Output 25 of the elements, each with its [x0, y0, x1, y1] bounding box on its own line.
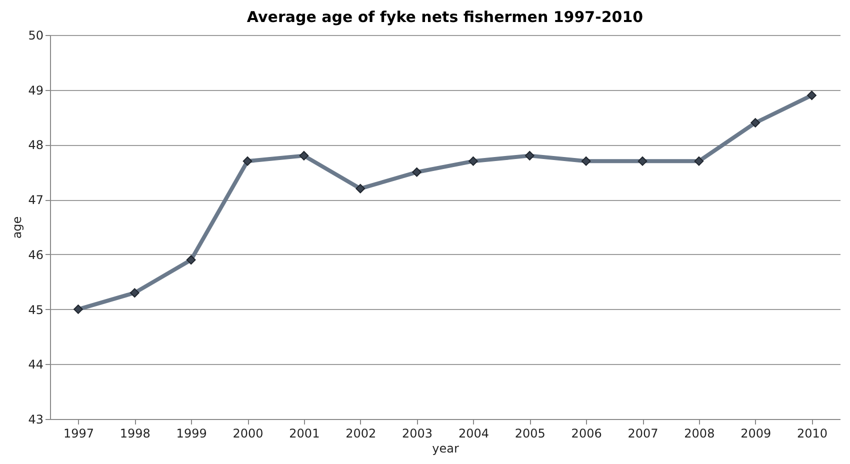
x-tick-label: 2004: [458, 426, 489, 440]
x-tick-label: 2005: [514, 426, 546, 440]
y-tick-label: 49: [28, 83, 44, 98]
x-tick-label: 2007: [628, 426, 658, 440]
x-tick-label: 2009: [740, 426, 772, 440]
y-tick-label: 45: [28, 302, 44, 317]
y-tick-label: 48: [28, 138, 44, 152]
y-tick-label: 46: [28, 248, 44, 262]
x-tick-label: 2003: [402, 426, 433, 440]
y-tick-label: 43: [28, 412, 44, 426]
x-tick-label: 2001: [289, 426, 320, 440]
chart-title: Average age of fyke nets fishermen 1997-2010: [246, 8, 644, 26]
y-tick-label: 50: [28, 28, 44, 42]
y-tick-label: 44: [28, 358, 44, 372]
x-tick-label: 2010: [797, 426, 828, 440]
x-tick-label: 2000: [232, 426, 264, 440]
x-tick-label: 2002: [346, 426, 376, 440]
y-axis-title: age: [10, 216, 24, 239]
x-tick-label: 2008: [684, 426, 715, 440]
x-tick-label: 1998: [120, 426, 150, 440]
x-tick-label: 2006: [571, 426, 602, 440]
x-tick-label: 1999: [176, 426, 207, 440]
x-tick-label: 1997: [63, 426, 94, 440]
y-tick-label: 47: [28, 193, 44, 208]
x-axis-title: year: [432, 442, 459, 456]
